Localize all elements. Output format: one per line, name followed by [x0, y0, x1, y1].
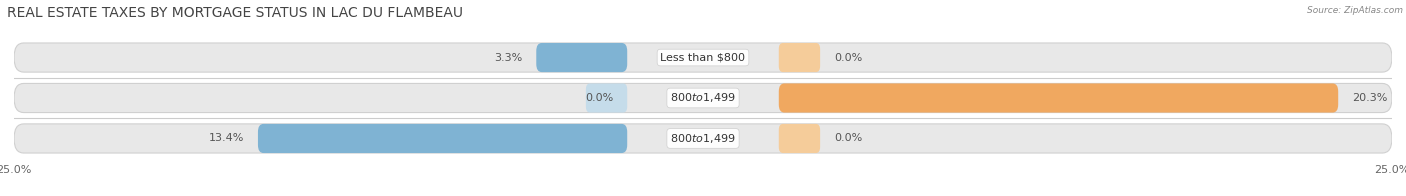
FancyBboxPatch shape	[14, 124, 1392, 153]
FancyBboxPatch shape	[257, 124, 627, 153]
Text: 0.0%: 0.0%	[834, 133, 862, 143]
Text: 0.0%: 0.0%	[834, 53, 862, 63]
FancyBboxPatch shape	[14, 43, 1392, 72]
Text: 0.0%: 0.0%	[585, 93, 613, 103]
Text: REAL ESTATE TAXES BY MORTGAGE STATUS IN LAC DU FLAMBEAU: REAL ESTATE TAXES BY MORTGAGE STATUS IN …	[7, 6, 463, 20]
FancyBboxPatch shape	[779, 83, 1339, 113]
Text: 3.3%: 3.3%	[495, 53, 523, 63]
Text: $800 to $1,499: $800 to $1,499	[671, 92, 735, 104]
FancyBboxPatch shape	[536, 43, 627, 72]
FancyBboxPatch shape	[779, 124, 820, 153]
Text: Less than $800: Less than $800	[661, 53, 745, 63]
Text: Source: ZipAtlas.com: Source: ZipAtlas.com	[1308, 6, 1403, 15]
Text: 20.3%: 20.3%	[1353, 93, 1388, 103]
FancyBboxPatch shape	[586, 83, 627, 113]
Text: 13.4%: 13.4%	[208, 133, 245, 143]
Text: $800 to $1,499: $800 to $1,499	[671, 132, 735, 145]
FancyBboxPatch shape	[779, 43, 820, 72]
FancyBboxPatch shape	[14, 83, 1392, 113]
